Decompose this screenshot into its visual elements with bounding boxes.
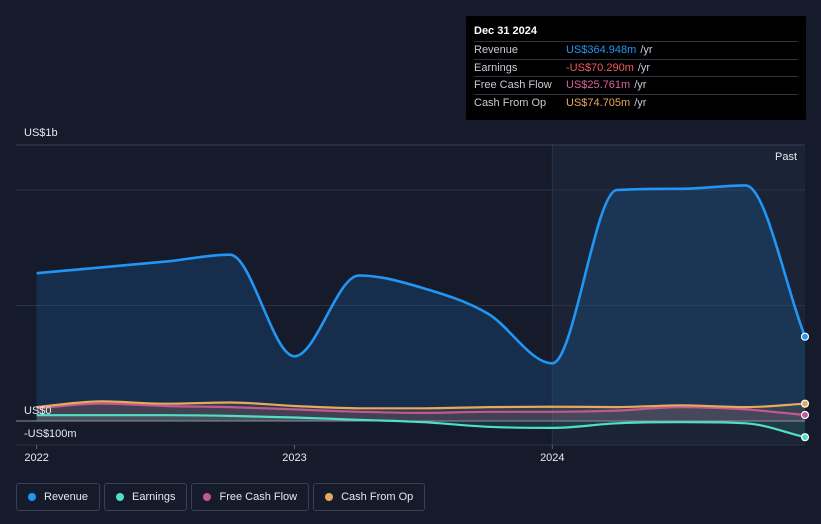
legend-item-free-cash-flow[interactable]: Free Cash Flow	[191, 483, 310, 511]
y-tick-label: -US$100m	[24, 428, 77, 440]
legend-label: Cash From Op	[341, 491, 414, 503]
tooltip-row-free-cash-flow: Free Cash Flow US$25.761m /yr	[474, 77, 798, 95]
y-tick-label: US$0	[24, 405, 52, 417]
tooltip-label: Free Cash Flow	[474, 79, 552, 91]
tooltip-unit: /yr	[634, 79, 647, 91]
legend-label: Revenue	[44, 491, 89, 503]
free-cash-flow-end-point	[800, 410, 810, 420]
tooltip-value: US$74.705m	[566, 96, 631, 109]
free-cash-flow-line	[36, 402, 806, 417]
legend-item-cash-from-op[interactable]: Cash From Op	[313, 483, 426, 511]
tooltip-date: Dec 31 2024	[474, 24, 798, 42]
legend-label: Free Cash Flow	[219, 491, 298, 503]
legend-item-revenue[interactable]: Revenue	[16, 483, 101, 511]
tooltip-row-cash-from-op: Cash From Op US$74.705m /yr	[474, 95, 798, 113]
revenue-end-point	[800, 332, 810, 341]
tooltip-unit: /yr	[640, 44, 653, 56]
tooltip-label: Earnings	[474, 61, 518, 74]
earnings-end-point	[800, 433, 810, 442]
tooltip: Dec 31 2024 Revenue US$364.948m /yr Earn…	[466, 16, 806, 120]
tooltip-label: Cash From Op	[474, 96, 547, 109]
revenue-area	[36, 185, 806, 421]
cash-from-op-end-point	[800, 399, 810, 408]
tooltip-label: Revenue	[474, 44, 519, 56]
earnings-area	[36, 415, 806, 438]
tooltip-value: US$364.948m	[566, 44, 637, 56]
legend-dot-icon	[116, 493, 125, 501]
tooltip-unit: /yr	[637, 61, 651, 74]
legend: Revenue Earnings Free Cash Flow Cash Fro…	[16, 483, 426, 511]
legend-label: Earnings	[132, 491, 176, 503]
tooltip-row-earnings: Earnings -US$70.290m /yr	[474, 60, 798, 77]
tooltip-row-revenue: Revenue US$364.948m /yr	[474, 42, 798, 60]
y-tick-label: US$1b	[24, 127, 58, 139]
earnings-line	[36, 414, 806, 439]
x-tick-label: 2022	[24, 452, 48, 464]
x-tick-label: 2023	[282, 452, 306, 464]
x-tick-label: 2024	[540, 452, 564, 464]
legend-dot-icon	[28, 493, 36, 501]
legend-dot-icon	[325, 493, 334, 501]
cash-from-op-line	[36, 400, 806, 410]
past-region	[552, 145, 805, 445]
tooltip-value: US$25.761m	[566, 79, 631, 91]
legend-dot-icon	[203, 493, 212, 501]
revenue-line	[36, 184, 807, 365]
tooltip-value: -US$70.290m	[566, 61, 634, 74]
tooltip-unit: /yr	[634, 96, 647, 109]
legend-item-earnings[interactable]: Earnings	[104, 483, 188, 511]
past-label: Past	[775, 151, 797, 163]
